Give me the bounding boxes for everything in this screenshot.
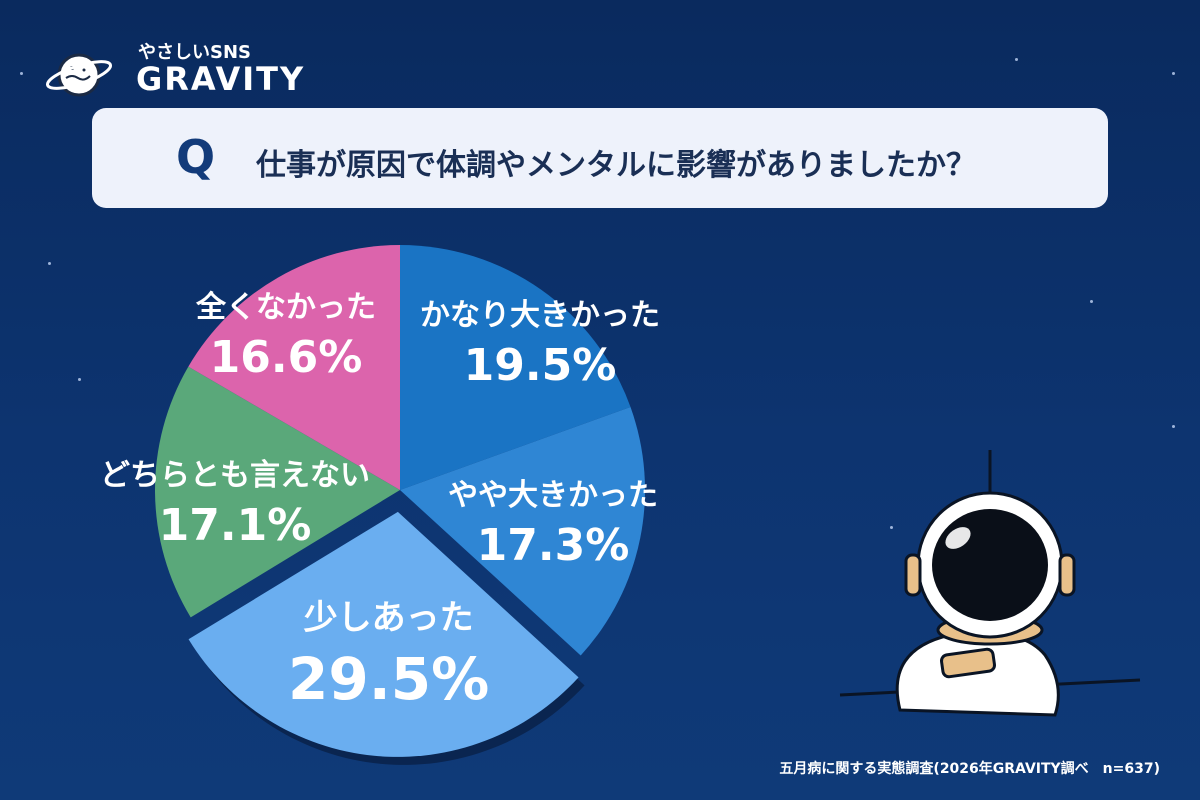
astronaut-illustration xyxy=(839,450,1141,717)
logo-tagline: やさしいSNS xyxy=(138,42,251,63)
star xyxy=(48,262,51,265)
gravity-logo: やさしいSNS GRAVITY xyxy=(38,38,303,110)
slice-value: 19.5% xyxy=(463,340,617,391)
logo-name: GRAVITY xyxy=(136,60,306,98)
slice-value: 17.1% xyxy=(158,500,312,551)
star xyxy=(20,72,23,75)
slice-value: 17.3% xyxy=(476,520,630,571)
pie-slice-3 xyxy=(154,366,400,618)
question-banner: Q 仕事が原因で体調やメンタルに影響がありましたか？ xyxy=(92,108,1108,208)
star xyxy=(1090,300,1093,303)
source-note: 五月病に関する実態調査(2026年GRAVITY調べ n=637) xyxy=(779,761,1160,777)
pie-chart xyxy=(154,245,645,765)
star xyxy=(1015,58,1018,61)
pie-slice-4 xyxy=(188,245,400,490)
star xyxy=(1172,425,1175,428)
slice-label-3: どちらとも言えない 17.1% xyxy=(100,450,370,551)
slice-name: 全くなかった xyxy=(196,290,376,325)
star xyxy=(1172,72,1175,75)
slice-label-0: かなり大きかった 19.5% xyxy=(420,290,660,391)
pie-slice-2 xyxy=(188,511,579,757)
planet-logo-icon xyxy=(45,53,113,97)
star xyxy=(78,378,81,381)
slice-name: やや大きかった xyxy=(448,478,658,513)
pie-slice-0 xyxy=(400,245,631,490)
slice-label-2: 少しあった 29.5% xyxy=(288,590,489,713)
slice-value: 29.5% xyxy=(288,645,490,713)
slice-name: 少しあった xyxy=(303,598,474,638)
pie-slice-1 xyxy=(400,407,645,656)
question-text: 仕事が原因で体調やメンタルに影響がありましたか？ xyxy=(256,148,976,183)
slice-label-4: 全くなかった 16.6% xyxy=(196,282,376,383)
slice-name: どちらとも言えない xyxy=(100,458,370,493)
slice-label-1: やや大きかった 17.3% xyxy=(448,470,658,571)
star xyxy=(890,526,893,529)
slice-name: かなり大きかった xyxy=(420,298,660,333)
slice-value: 16.6% xyxy=(209,332,363,383)
question-mark: Q xyxy=(176,130,216,184)
